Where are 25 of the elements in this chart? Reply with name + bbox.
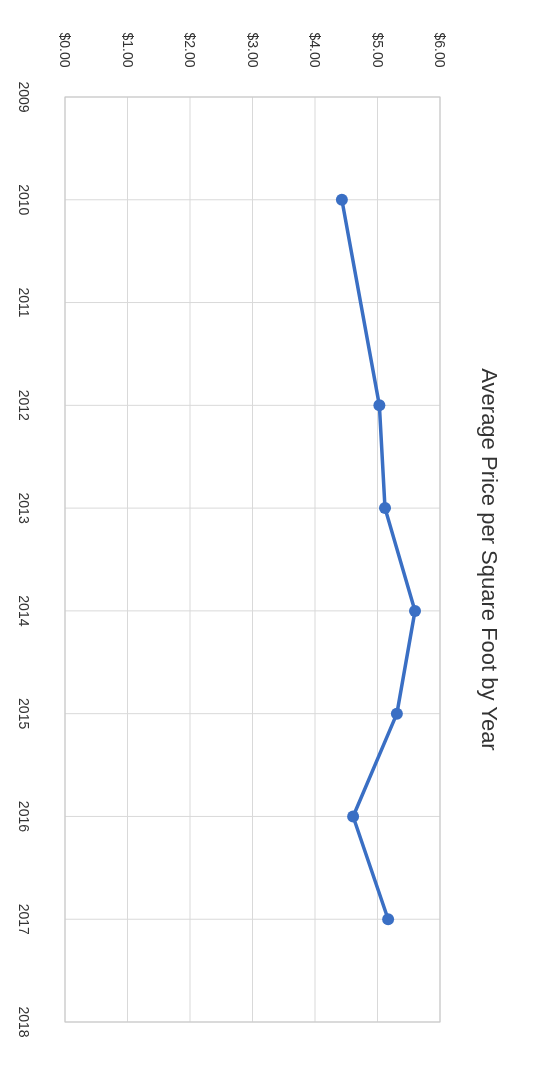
y-tick-label: 2012 xyxy=(16,389,33,422)
point xyxy=(382,913,395,926)
y-tick-label: 2014 xyxy=(16,595,33,627)
x-tick-label: $3.00 xyxy=(244,32,261,68)
point xyxy=(379,502,391,515)
y-tick-label: 2018 xyxy=(16,1006,33,1038)
y-tick-label: 2011 xyxy=(16,287,33,318)
y-tick-label: 2013 xyxy=(16,492,33,524)
text: Average Price per Square Foot by Year xyxy=(477,368,503,751)
x-tick-label: $2.00 xyxy=(182,32,199,68)
point xyxy=(390,707,403,720)
point xyxy=(373,399,386,412)
point xyxy=(335,193,348,206)
x-tick-label: $4.00 xyxy=(307,32,324,68)
y-tick-label: 2015 xyxy=(16,698,33,730)
y-tick-label: 2017 xyxy=(16,903,33,935)
point xyxy=(409,604,421,617)
point xyxy=(347,810,360,823)
y-tick-label: 2010 xyxy=(16,184,33,216)
y-tick-label: 2009 xyxy=(16,81,33,113)
x-tick-label: $0.00 xyxy=(57,32,74,68)
x-tick-label: $1.00 xyxy=(119,32,136,68)
x-tick-label: $5.00 xyxy=(369,32,386,68)
y-tick-label: 2016 xyxy=(16,800,33,833)
x-tick-label: $6.00 xyxy=(432,32,449,68)
